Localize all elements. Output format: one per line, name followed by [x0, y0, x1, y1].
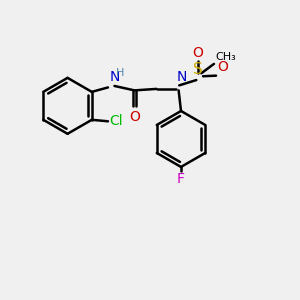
Text: N: N [177, 70, 187, 84]
Text: O: O [129, 110, 140, 124]
Text: O: O [192, 46, 203, 60]
Text: S: S [193, 62, 203, 77]
Text: CH₃: CH₃ [215, 52, 236, 62]
Text: N: N [109, 70, 119, 84]
Text: F: F [177, 172, 185, 186]
Text: Cl: Cl [109, 114, 122, 128]
Text: O: O [217, 61, 228, 74]
Text: H: H [116, 68, 124, 78]
